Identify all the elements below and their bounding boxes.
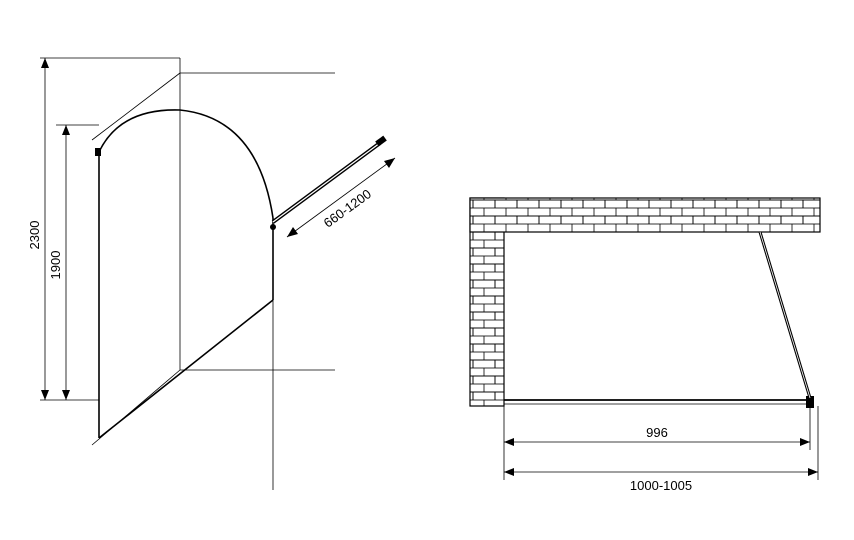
left-view: 2300 1900 660-1200 [27,58,395,490]
right-view: 996 1000-1005 [470,198,820,493]
dim-996-label: 996 [646,425,668,440]
dim-2300: 2300 [27,58,49,400]
dim-1900: 1900 [48,125,70,400]
dim-996: 996 [504,425,810,446]
dim-1900-label: 1900 [48,251,63,280]
dim-1000-1005: 1000-1005 [504,468,818,493]
technical-drawing: 2300 1900 660-1200 [0,0,854,540]
dim-1000-1005-label: 1000-1005 [630,478,692,493]
walls [470,198,820,406]
dim-2300-label: 2300 [27,221,42,250]
glass-plan [504,396,814,408]
